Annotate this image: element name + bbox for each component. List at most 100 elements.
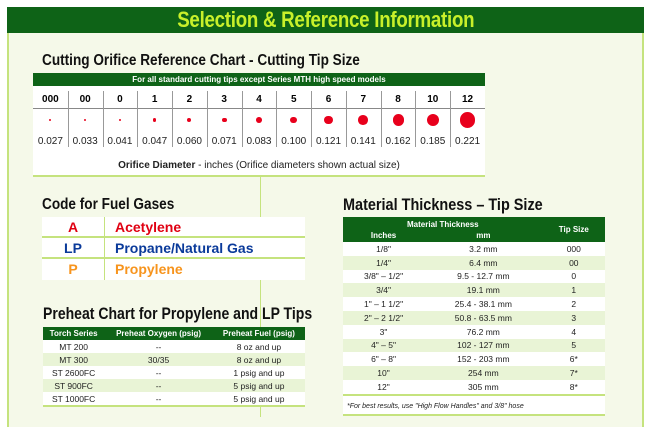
fuel-codes-table: A Acetylene LP Propane/Natural Gas P Pro… (42, 217, 305, 280)
orifice-caption: Orifice Diameter - inches (Orifice diame… (33, 160, 485, 171)
table-cell: 12" (343, 379, 425, 394)
tip-size: 000 (33, 94, 68, 109)
table-row: MT 200 -- 8 oz and up (43, 340, 305, 353)
table-cell: -- (104, 340, 213, 353)
table-cell: 3/4" (343, 283, 425, 298)
table-row: 3/8" – 1/2" 9.5 - 12.7 mm 0 (343, 269, 605, 284)
table-cell: 30/35 (104, 353, 213, 366)
tip-size: 0 (102, 94, 138, 109)
table-cell: 50.8 - 63.5 mm (424, 310, 543, 325)
table-row: 3" 76.2 mm 4 (343, 324, 605, 339)
material-table: Material Thickness Tip Size Inches mm 1/8"… (343, 217, 605, 416)
orifice-dot (358, 115, 369, 125)
orifice-dot (221, 117, 227, 123)
tip-column: 10 0.185 (415, 86, 451, 156)
tip-column: 4 0.083 (241, 86, 277, 156)
orifice-dot (256, 117, 262, 123)
cutting-banner: For all standard cutting tips except Ser… (33, 73, 485, 86)
caption-rest: - inches (Orifice diameters shown actual… (195, 160, 400, 171)
tip-column: 2 0.060 (172, 86, 207, 156)
table-cell: 6.4 mm (424, 255, 543, 270)
table-cell: 00 (542, 255, 605, 270)
table-cell: -- (104, 392, 213, 405)
tip-column: 8 0.162 (380, 86, 416, 156)
table-cell: 9.5 - 12.7 mm (424, 269, 543, 284)
table-cell: 19.1 mm (424, 283, 543, 298)
table-cell: -- (104, 379, 213, 392)
table-cell: 5 psig and up (212, 379, 305, 392)
footnote: *For best results, use "High Flow Handle… (343, 393, 605, 416)
orifice-dot (84, 118, 87, 122)
fuel-name: Propane/Natural Gas (115, 240, 254, 256)
table-cell: 5 psig and up (212, 392, 305, 405)
table-row: MT 300 30/35 8 oz and up (43, 353, 305, 366)
table-cell: 8 oz and up (212, 353, 305, 366)
orifice-dot (118, 118, 122, 122)
orifice-diameter: 0.121 (315, 136, 342, 147)
table-row: 10" 254 mm 7* (343, 366, 605, 380)
orifice-diameter: 0.033 (72, 136, 98, 147)
fuel-row: LP Propane/Natural Gas (42, 238, 305, 259)
tip-column: 5 0.100 (276, 86, 312, 156)
table-cell: 6" – 8" (343, 352, 425, 367)
table-cell: 0 (542, 269, 605, 284)
col-header: Tip Size (542, 217, 605, 242)
table-cell: ST 1000FC (43, 392, 105, 405)
col-header: Preheat Fuel (psig) (212, 327, 305, 340)
tip-size: 4 (241, 94, 277, 109)
tip-size: 5 (276, 94, 312, 109)
orifice-diameter: 0.027 (37, 136, 63, 147)
table-cell: 1 psig and up (212, 366, 305, 379)
orifice-dot (290, 116, 298, 124)
section-divider (260, 177, 261, 417)
orifice-dot (187, 117, 192, 123)
table-cell: 8 oz and up (212, 340, 305, 353)
tip-size: 3 (206, 94, 242, 109)
table-cell: 2" – 2 1/2" (343, 310, 425, 325)
table-row: 2" – 2 1/2" 50.8 - 63.5 mm 3 (343, 310, 605, 325)
col-header: Preheat Oxygen (psig) (104, 327, 213, 340)
tip-column: 7 0.141 (345, 86, 381, 156)
table-cell: 8* (542, 379, 605, 394)
table-cell: 10" (343, 366, 425, 380)
tip-column: 000 0.027 (33, 86, 68, 156)
tip-size: 7 (345, 94, 381, 109)
table-cell: 3/8" – 1/2" (343, 269, 425, 284)
tip-column: 6 0.121 (311, 86, 346, 156)
table-cell: 1/4" (343, 255, 425, 270)
table-row: 1/8" 3.2 mm 000 (343, 242, 605, 256)
table-cell: 305 mm (424, 379, 543, 394)
material-title: Material Thickness – Tip Size (343, 195, 543, 214)
table-cell: ST 900FC (43, 379, 105, 392)
table-cell: 254 mm (424, 366, 543, 380)
table-row: 1/4" 6.4 mm 00 (343, 255, 605, 270)
table-row: ST 900FC -- 5 psig and up (43, 379, 305, 392)
table-cell: MT 300 (43, 353, 105, 366)
table-cell: ST 2600FC (43, 366, 105, 379)
fuel-name: Acetylene (115, 219, 182, 235)
table-cell: MT 200 (43, 340, 105, 353)
table-row: 1" – 1 1/2" 25.4 - 38.1 mm 2 (343, 297, 605, 311)
table-row: ST 2600FC -- 1 psig and up (43, 366, 305, 379)
table-cell: 3 (542, 310, 605, 325)
table-cell: 2 (542, 297, 605, 311)
fuel-code: P (42, 259, 105, 280)
table-cell: 7* (542, 366, 605, 380)
orifice-diameter: 0.083 (246, 136, 272, 147)
table-cell: 4 (542, 324, 605, 339)
fuel-code: A (42, 217, 105, 236)
table-cell: 25.4 - 38.1 mm (424, 297, 543, 311)
orifice-diameter: 0.047 (142, 136, 168, 147)
tip-column: 0 0.041 (102, 86, 138, 156)
tip-column: 3 0.071 (206, 86, 242, 156)
orifice-diameter: 0.185 (420, 136, 446, 147)
orifice-diameter: 0.041 (107, 136, 133, 147)
orifice-dot (426, 113, 440, 127)
tip-size: 1 (137, 94, 173, 109)
orifice-diameter: 0.141 (350, 136, 376, 147)
table-row: ST 1000FC -- 5 psig and up (43, 392, 305, 405)
orifice-diameter: 0.071 (211, 136, 237, 147)
table-cell: 3.2 mm (424, 242, 543, 256)
tip-size: 12 (450, 94, 485, 109)
cutting-chart-title: Cutting Orifice Reference Chart - Cuttin… (42, 52, 360, 69)
